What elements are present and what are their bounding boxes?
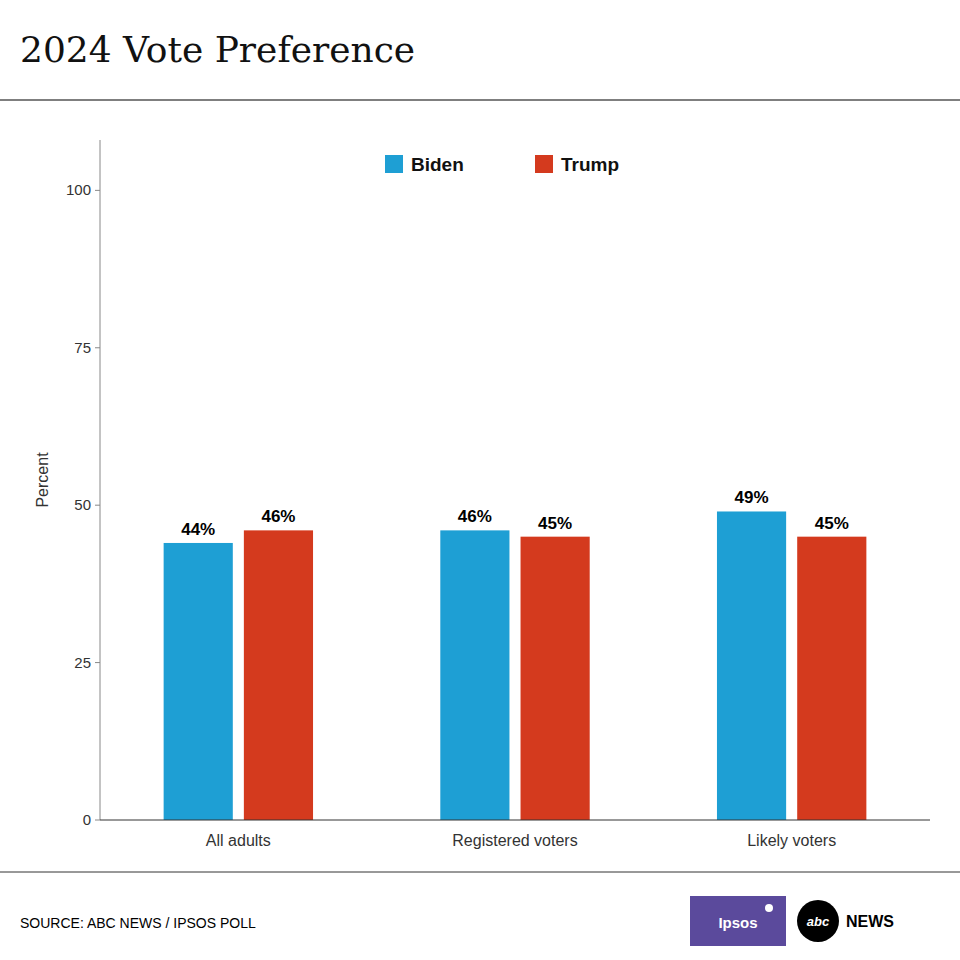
y-axis-label: Percent <box>34 452 51 508</box>
y-axis-line <box>100 140 101 820</box>
y-tick <box>95 820 100 821</box>
bar <box>797 537 866 820</box>
data-label: 45% <box>815 514 849 533</box>
bar <box>244 530 313 820</box>
data-label: 46% <box>261 507 295 526</box>
ipsos-logo-dot <box>765 904 773 912</box>
x-tick-label: All adults <box>206 832 271 849</box>
y-tick <box>95 190 100 191</box>
y-tick-label: 100 <box>66 181 91 198</box>
legend-swatch <box>385 155 403 173</box>
data-label: 46% <box>458 507 492 526</box>
y-tick-label: 25 <box>74 654 91 671</box>
legend: Biden Trump <box>385 154 619 175</box>
abc-logo-text: abc <box>807 914 830 929</box>
y-tick <box>95 347 100 348</box>
x-tick-label: Likely voters <box>747 832 836 849</box>
x-tick-label: Registered voters <box>452 832 577 849</box>
news-logo-text: NEWS <box>846 913 894 930</box>
y-tick-label: 75 <box>74 339 91 356</box>
y-tick-label: 50 <box>74 496 91 513</box>
legend-label: Trump <box>561 154 619 175</box>
abc-logo <box>797 900 839 942</box>
legend-label: Biden <box>411 154 464 175</box>
title: 2024 Vote Preference <box>20 29 415 70</box>
source: SOURCE: ABC NEWS / IPSOS POLL <box>20 915 256 931</box>
bar <box>521 537 590 820</box>
y-tick <box>95 662 100 663</box>
footer-rule <box>0 872 960 873</box>
data-label: 45% <box>538 514 572 533</box>
data-label: 44% <box>181 520 215 539</box>
ipsos-logo <box>690 896 786 946</box>
background <box>0 0 960 960</box>
bars <box>164 511 867 820</box>
ipsos-logo-text: Ipsos <box>718 914 757 931</box>
x-axis-line <box>100 820 930 821</box>
chart: 2024 Vote Preference 0 25 50 75 100 Percent 44%… <box>0 0 960 960</box>
y-tick <box>95 505 100 506</box>
bar <box>440 530 509 820</box>
title-rule <box>0 99 960 101</box>
y-tick-label: 0 <box>83 811 91 828</box>
data-label: 49% <box>735 488 769 507</box>
bar <box>717 511 786 820</box>
legend-swatch <box>535 155 553 173</box>
bar <box>164 543 233 820</box>
